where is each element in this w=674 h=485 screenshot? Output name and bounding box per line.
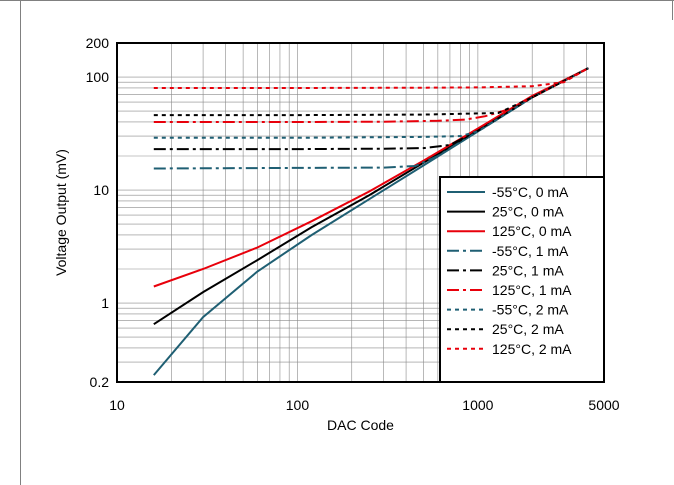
legend-label: -55°C, 1 mA — [492, 243, 569, 259]
x-tick-label: 10 — [109, 397, 125, 413]
frame-right-border — [672, 0, 673, 20]
legend-label: 25°C, 1 mA — [492, 262, 564, 278]
y-tick-label: 0.2 — [90, 374, 110, 390]
x-tick-label: 1000 — [462, 397, 493, 413]
legend-label: -55°C, 2 mA — [492, 302, 569, 318]
legend: -55°C, 0 mA 25°C, 0 mA 125°C, 0 mA -55°C, 1… — [439, 176, 605, 383]
series-line — [153, 67, 589, 170]
legend-label: 125°C, 0 mA — [492, 223, 572, 239]
series-line — [153, 67, 589, 117]
x-tick-label: 5000 — [588, 397, 619, 413]
frame-left-border — [20, 0, 21, 485]
y-tick-label: 1 — [101, 295, 109, 311]
y-axis-ticks: 0.2 1 10 100 200 — [86, 35, 110, 390]
y-tick-label: 10 — [93, 182, 109, 198]
series-line — [153, 67, 589, 151]
x-axis-title: DAC Code — [327, 417, 394, 433]
series-lines — [153, 67, 589, 376]
legend-label: 25°C, 2 mA — [492, 321, 564, 337]
legend-label: 25°C, 0 mA — [492, 204, 564, 220]
series-line — [153, 67, 589, 89]
y-tick-label: 200 — [86, 35, 110, 51]
legend-label: -55°C, 0 mA — [492, 184, 569, 200]
y-tick-label: 100 — [86, 69, 110, 85]
legend-label: 125°C, 1 mA — [492, 282, 572, 298]
series-line — [153, 67, 589, 123]
frame-top-border — [0, 0, 674, 1]
series-line — [153, 67, 589, 139]
x-axis-ticks: 10 100 1000 5000 — [109, 397, 620, 413]
y-axis-title: Voltage Output (mV) — [53, 149, 69, 276]
legend-label: 125°C, 2 mA — [492, 341, 572, 357]
x-tick-label: 100 — [286, 397, 310, 413]
